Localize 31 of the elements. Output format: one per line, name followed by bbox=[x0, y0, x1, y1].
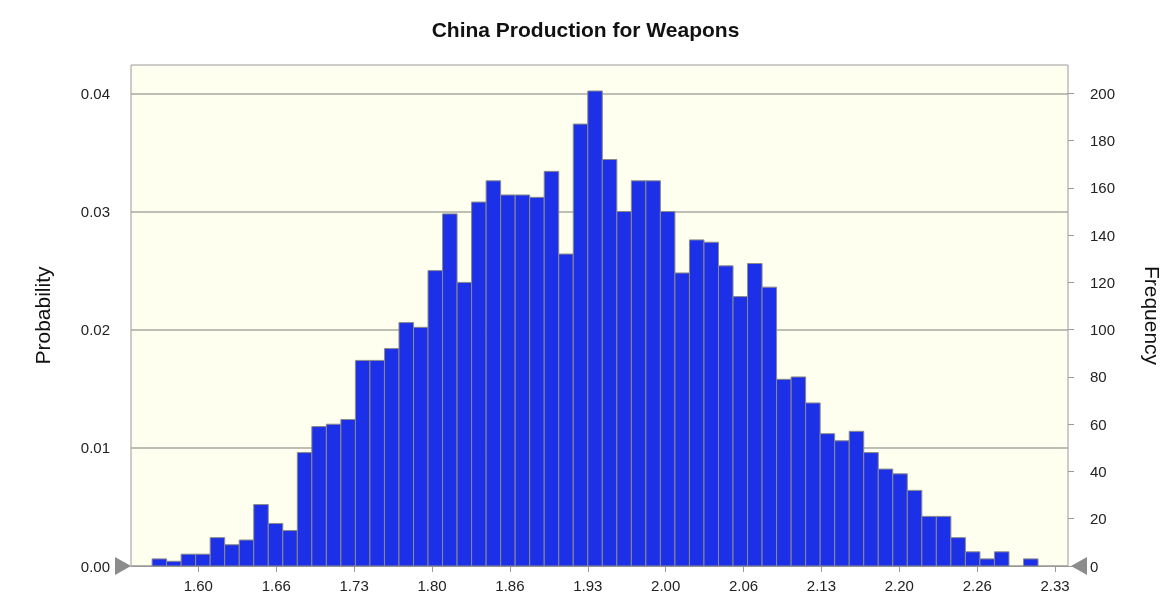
y-tick-label: 0.00 bbox=[80, 557, 110, 575]
y2-tick-label: 160 bbox=[1090, 179, 1116, 197]
y2-axis-title: Frequency bbox=[1141, 265, 1164, 366]
x-tick-label: 2.26 bbox=[962, 577, 992, 594]
y-axis-title: Probability bbox=[31, 265, 54, 365]
x-tick-label: 2.33 bbox=[1040, 577, 1070, 594]
x-tick-label: 1.86 bbox=[495, 577, 525, 594]
y2-tick-label: 0 bbox=[1090, 557, 1099, 575]
x-tick-label: 1.93 bbox=[573, 577, 603, 594]
y2-tick-label: 20 bbox=[1090, 510, 1107, 528]
x-tick-label: 2.00 bbox=[651, 577, 681, 594]
x-tick-label: 2.13 bbox=[806, 577, 837, 594]
y2-tick-label: 40 bbox=[1090, 462, 1107, 480]
y2-tick-label: 120 bbox=[1090, 273, 1116, 291]
y2-tick-label: 60 bbox=[1090, 415, 1107, 433]
y2-tick-label: 180 bbox=[1090, 132, 1116, 150]
x-tick-label: 1.73 bbox=[339, 577, 369, 594]
y2-tick-label: 200 bbox=[1090, 84, 1116, 102]
y-tick-label: 0.02 bbox=[80, 321, 110, 339]
y-tick-label: 0.03 bbox=[80, 203, 110, 221]
y-tick-label: 0.01 bbox=[80, 439, 110, 457]
chart-title: China Production for Weapons bbox=[431, 18, 740, 41]
y2-tick-label: 100 bbox=[1090, 321, 1116, 339]
x-tick-label: 2.20 bbox=[884, 577, 914, 594]
y2-tick-label: 80 bbox=[1090, 368, 1107, 386]
x-tick-label: 1.60 bbox=[183, 577, 213, 594]
x-tick-label: 1.80 bbox=[417, 577, 447, 594]
y2-tick-label: 140 bbox=[1090, 226, 1116, 244]
x-tick-label: 1.66 bbox=[261, 577, 291, 594]
y-tick-label: 0.04 bbox=[80, 84, 110, 102]
x-tick-label: 2.06 bbox=[728, 577, 759, 594]
